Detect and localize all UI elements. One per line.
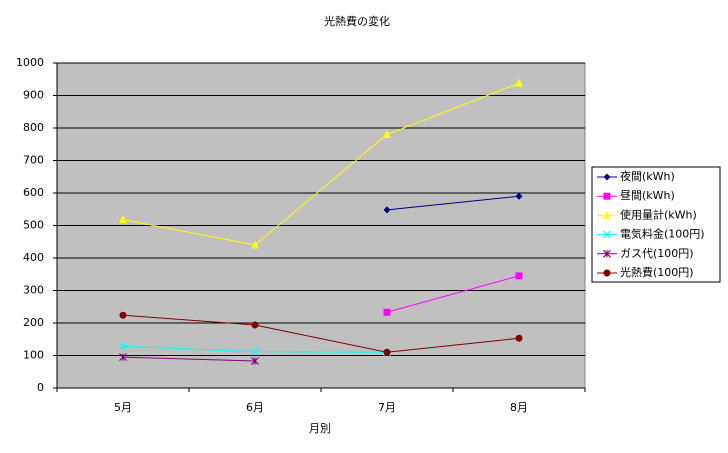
- marker: [515, 334, 523, 342]
- y-tick-label: 200: [23, 316, 44, 329]
- marker: [515, 192, 523, 200]
- marker: [603, 249, 611, 258]
- legend-label: 電気料金(100円): [620, 227, 705, 241]
- marker: [119, 353, 127, 362]
- series-line: [122, 314, 520, 353]
- legend-box: [591, 166, 721, 283]
- marker: [251, 357, 259, 365]
- x-tick-label: 5月: [114, 401, 132, 414]
- marker: [119, 311, 127, 319]
- series-line: [386, 195, 520, 211]
- y-tick-label: 900: [23, 89, 44, 102]
- marker: [251, 321, 259, 329]
- legend-label: 使用量計(kWh): [620, 207, 697, 221]
- x-tick-label: 6月: [246, 401, 264, 414]
- marker: [383, 206, 391, 214]
- x-tick-label: 7月: [378, 401, 396, 414]
- series-line: [122, 82, 520, 246]
- y-tick-label: 0: [37, 381, 44, 394]
- y-tick-label: 1000: [16, 56, 44, 69]
- marker: [603, 230, 611, 239]
- marker: [383, 308, 391, 316]
- marker: [383, 130, 391, 138]
- chart-title: 光熱費の変化: [324, 14, 390, 28]
- marker: [251, 347, 259, 356]
- marker: [515, 272, 523, 280]
- series-line: [122, 356, 256, 362]
- marker: [119, 342, 127, 351]
- y-tick-label: 400: [23, 251, 44, 264]
- y-tick-label: 100: [23, 349, 44, 362]
- y-tick-label: 600: [23, 186, 44, 199]
- x-tick-label: 8月: [510, 401, 528, 414]
- marker: [603, 192, 611, 200]
- y-tick-label: 300: [23, 284, 44, 297]
- legend-label: 夜間(kWh): [620, 169, 675, 183]
- marker: [603, 210, 611, 219]
- marker: [603, 173, 611, 181]
- x-axis-title: 月別: [309, 422, 331, 435]
- marker: [119, 215, 127, 224]
- legend-label: 光熱費(100円): [620, 265, 694, 279]
- legend-label: ガス代(100円): [620, 247, 694, 260]
- y-tick-label: 700: [23, 154, 44, 167]
- marker: [251, 240, 259, 249]
- series-line: [386, 275, 520, 313]
- legend-label: 昼間(kWh): [620, 189, 675, 202]
- y-tick-label: 500: [23, 219, 44, 232]
- marker: [383, 348, 391, 356]
- marker: [603, 269, 611, 277]
- marker: [515, 78, 523, 87]
- y-tick-label: 800: [23, 121, 44, 134]
